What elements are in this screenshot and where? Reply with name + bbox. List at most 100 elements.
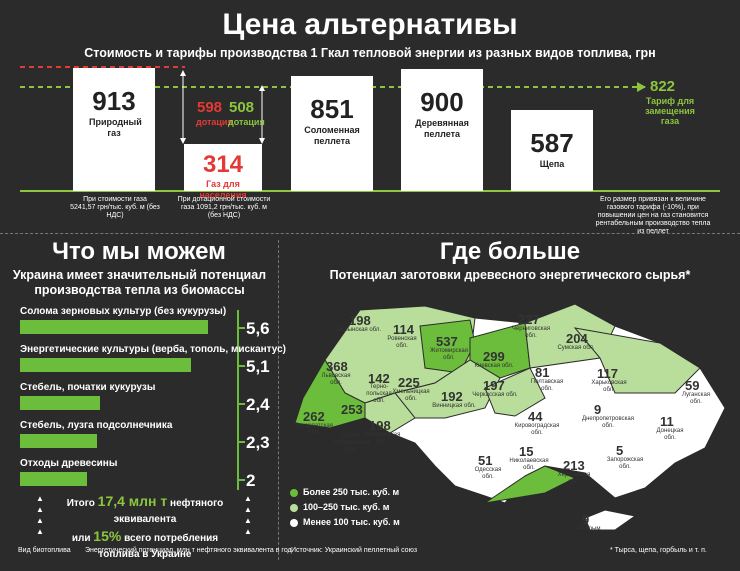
region-label: Закарпатская обл. <box>295 423 333 436</box>
region-label: Черкасская обл. <box>472 392 518 398</box>
legend-item-low: Менее 100 тыс. куб. м <box>290 517 400 527</box>
bar-value: 913 <box>92 86 136 116</box>
summary-percent: 15% <box>93 528 122 544</box>
region-label: АР Крым <box>575 526 601 532</box>
bar-straw-pellet: 851 Соломенная пеллета <box>291 76 373 191</box>
summary-text: нефтяного эквивалента <box>113 498 224 525</box>
summary-line-3: топлива в Украине <box>98 549 192 560</box>
bar-value: 851 <box>310 94 354 124</box>
legend-label: 100–250 тыс. куб. м <box>303 502 390 512</box>
region-zhytomyr: 537 <box>436 334 458 349</box>
region-crimea: 9 <box>582 512 590 527</box>
footer-energy-potential: Энергетический потенциал, млн т нефтяног… <box>85 547 292 554</box>
region-mykolaiv: 15 <box>519 444 534 459</box>
bar-natural-gas: 913 Природный газ <box>73 68 155 191</box>
bar-household-gas: 314 Газ для населения <box>184 144 262 200</box>
hbar-value: 2,3 <box>246 433 270 452</box>
summary-text: или <box>71 533 91 544</box>
column-divider <box>278 240 279 560</box>
region-luhansk: 59 <box>685 378 700 393</box>
region-zakarpattia: 262 <box>303 409 325 424</box>
vertical-axis <box>237 310 239 490</box>
hbar-tick <box>237 365 245 367</box>
summary-line-1: Итого 17,4 млн т нефтяного эквивалента <box>50 493 240 528</box>
bar-label: Деревянная пеллета <box>415 118 469 139</box>
bar-value: 587 <box>530 128 574 158</box>
hbar-tick <box>237 403 245 405</box>
region-chernihiv: 227 <box>518 312 540 327</box>
legend-dot <box>290 488 298 497</box>
tariff-value: 822 <box>650 78 676 95</box>
hbar-energy-crops <box>20 358 191 372</box>
legend-label: Более 250 тыс. куб. м <box>303 487 400 497</box>
region-label: Ивано-Франковская обл. <box>334 433 371 453</box>
region-ivano-frankivsk: 253 <box>341 402 363 417</box>
region-label: Житомирская обл. <box>429 348 469 361</box>
region-label: Луганская обл. <box>681 392 711 405</box>
summary-block: Итого 17,4 млн т нефтяного эквивалента и… <box>50 493 240 563</box>
legend-dot <box>290 503 298 512</box>
region-label: Харьковская обл. <box>591 380 627 393</box>
hbar-value: 2,4 <box>246 395 270 414</box>
hbar-value: 5,6 <box>246 319 270 338</box>
right-subtitle: Потенциал заготовки древесного энергетич… <box>329 268 691 282</box>
region-kherson: 213 <box>563 458 585 473</box>
summary-total: 17,4 млн т <box>97 493 168 509</box>
region-label: Черниговская обл. <box>511 326 551 339</box>
triangles-left: ▲ ▲ ▲ ▲ <box>36 494 44 536</box>
left-subtitle: Украина имеет значительный потенциал про… <box>12 268 267 297</box>
region-label: Хмельницкая обл. <box>392 389 430 402</box>
region-zaporizhzhia: 5 <box>616 443 624 458</box>
hbar-value: 5,1 <box>246 357 270 376</box>
region-rivne: 114 <box>393 322 414 337</box>
top-chart-lines <box>20 66 720 192</box>
region-sumy: 204 <box>566 331 588 346</box>
region-label: Херсонская обл. <box>557 472 591 485</box>
region-label: Сумская обл. <box>557 345 595 351</box>
note-natural-gas: При стоимости газа 5241,57 грн/тыс. куб.… <box>70 196 160 219</box>
note-household-gas: При дотационной стоимости газа 1091,2 гр… <box>177 196 271 219</box>
left-title: Что мы можем <box>52 238 226 265</box>
summary-text: Итого <box>66 498 95 509</box>
footer-fuel-type: Вид биотоплива <box>18 547 71 554</box>
section-divider <box>0 233 740 234</box>
triangles-right: ▲ ▲ ▲ ▲ <box>244 494 252 536</box>
region-kyiv: 299 <box>483 349 505 364</box>
bar-label: Щепа <box>539 159 565 169</box>
hbar-straw <box>20 320 208 334</box>
subsidy-red-label: дотация <box>196 117 233 127</box>
hbar-label: Стебель, початки кукурузы <box>20 382 156 393</box>
legend-item-mid: 100–250 тыс. куб. м <box>290 502 400 512</box>
region-ternopil: 142 <box>368 371 390 386</box>
region-label: Ровенская обл. <box>387 336 417 349</box>
hbar-value: 2 <box>246 471 256 490</box>
summary-line-2: или 15% всего потребления <box>50 528 240 547</box>
region-label: Черновицкая обл. <box>363 432 401 445</box>
hbar-sunflower <box>20 434 97 448</box>
hbar-tick <box>237 441 245 443</box>
region-label: Волынская обл. <box>336 327 381 333</box>
subsidy-red-value: 598 <box>197 99 223 116</box>
subsidy-green-label: дотация <box>228 117 265 127</box>
region-poltava: 81 <box>535 365 550 380</box>
page-title: Цена альтернативы <box>222 8 518 41</box>
bar-label: Газ для населения <box>199 179 247 200</box>
bar-wood-pellet: 900 Деревянная пеллета <box>401 69 483 191</box>
region-label: Полтавская обл. <box>530 379 564 392</box>
hbar-label: Отходы древесины <box>20 458 118 469</box>
region-odesa: 51 <box>478 453 493 468</box>
region-label: Львовская обл. <box>321 373 351 386</box>
region-chernivtsi: 198 <box>369 418 391 433</box>
note-tariff: Его размер привязан к величине газового … <box>595 196 711 235</box>
hbar-tick <box>237 479 245 481</box>
region-label: Днепропетровская обл. <box>582 416 634 429</box>
legend-dot <box>290 518 298 527</box>
subsidy-green-value: 508 <box>229 99 255 116</box>
region-kharkiv: 117 <box>597 366 618 381</box>
hbar-label: Энергетические культуры (верба, тополь, … <box>20 344 287 355</box>
tariff-label: Тариф для замещения газа <box>645 96 695 126</box>
map-legend: Более 250 тыс. куб. м 100–250 тыс. куб. … <box>290 487 400 527</box>
hbar-tick <box>237 327 245 329</box>
region-dnipropetrovsk: 9 <box>594 402 602 417</box>
region-volyn: 198 <box>349 313 371 328</box>
